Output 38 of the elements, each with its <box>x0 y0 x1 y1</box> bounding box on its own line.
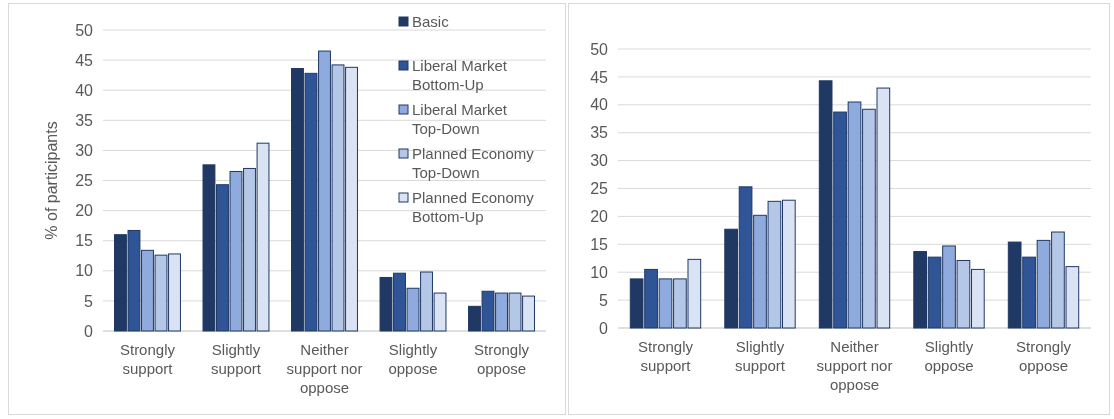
y-tick-label: 0 <box>84 322 94 340</box>
y-tick-label: 15 <box>75 232 94 250</box>
y-axis-title: % of participants <box>43 121 60 240</box>
x-tick-label: Slightly oppose <box>924 338 974 374</box>
y-tick-label: 40 <box>75 81 94 99</box>
legend-label: Basic <box>412 13 450 30</box>
y-tick-label: 35 <box>590 124 609 142</box>
y-tick-label: 5 <box>84 292 94 310</box>
x-tick-label: Strongly oppose <box>1016 338 1072 374</box>
y-tick-label: 10 <box>75 262 94 280</box>
y-tick-label: 5 <box>599 291 609 309</box>
y-tick-label: 25 <box>590 180 609 198</box>
y-tick-label: 25 <box>75 172 94 190</box>
y-tick-label: 30 <box>75 142 94 159</box>
y-tick-label: 20 <box>75 202 94 220</box>
y-tick-label: 0 <box>599 319 609 337</box>
legend-label: Planned Economy Bottom-Up <box>412 189 535 225</box>
y-tick-label: 35 <box>75 111 94 129</box>
x-tick-label: Slightly support <box>210 341 262 377</box>
x-tick-label: Strongly support <box>637 338 694 374</box>
legend-label: Liberal Market Bottom-Up <box>412 57 508 93</box>
x-tick-label: Slightly support <box>734 338 786 374</box>
y-tick-label: 20 <box>590 208 609 225</box>
legend-label: Planned Economy Top-Down <box>412 145 535 181</box>
x-tick-label: Strongly oppose <box>474 341 530 377</box>
y-tick-label: 50 <box>590 40 609 58</box>
x-tick-label: Slightly oppose <box>388 341 438 377</box>
legend-label: Liberal Market Top-Down <box>412 101 508 137</box>
y-tick-label: 45 <box>75 51 94 69</box>
y-tick-label: 45 <box>590 68 609 86</box>
y-tick-label: 30 <box>590 152 609 170</box>
y-tick-label: 15 <box>590 235 609 253</box>
x-tick-label: Neither support nor oppose <box>286 341 363 396</box>
y-tick-label: 10 <box>590 263 609 281</box>
y-tick-label: 50 <box>75 21 94 39</box>
y-tick-label: 40 <box>590 96 609 114</box>
x-tick-label: Strongly support <box>119 341 176 377</box>
x-tick-label: Neither support nor oppose <box>816 338 893 393</box>
